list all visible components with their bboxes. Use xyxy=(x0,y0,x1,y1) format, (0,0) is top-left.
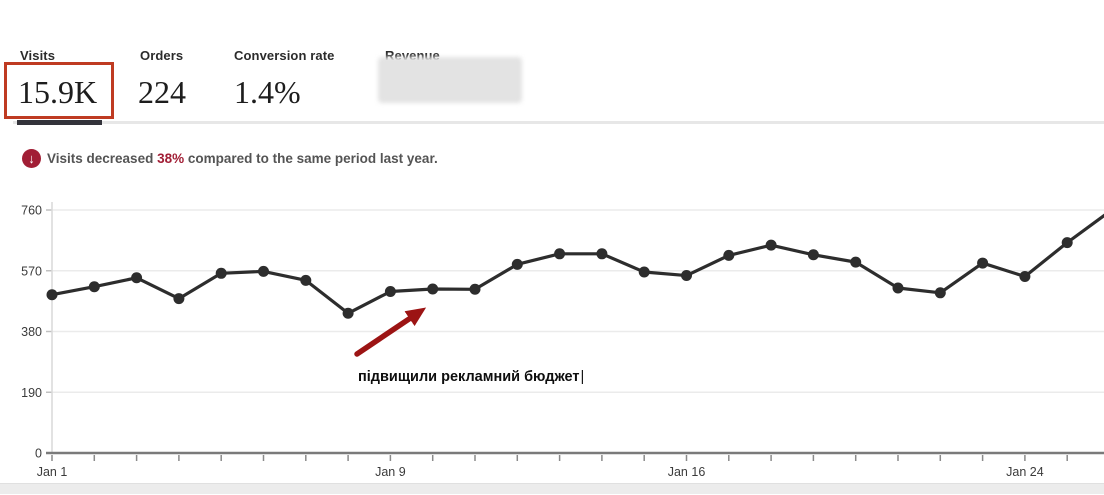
y-tick-label: 190 xyxy=(21,386,42,400)
data-point[interactable] xyxy=(469,283,481,295)
text-cursor: | xyxy=(581,369,585,385)
data-point[interactable] xyxy=(638,266,650,278)
data-point[interactable] xyxy=(342,307,354,319)
data-point[interactable] xyxy=(554,248,566,260)
data-point[interactable] xyxy=(596,248,608,260)
data-point[interactable] xyxy=(1019,271,1031,283)
annotation-arrow xyxy=(354,307,427,357)
x-tick-label: Jan 1 xyxy=(37,465,68,479)
y-tick-label: 380 xyxy=(21,325,42,339)
data-point[interactable] xyxy=(765,239,777,251)
tabbar-divider xyxy=(13,121,1104,124)
data-point[interactable] xyxy=(1061,237,1073,249)
data-point[interactable] xyxy=(88,281,100,293)
metric-label-visits: Visits xyxy=(20,48,56,63)
active-tab-underline xyxy=(17,120,102,125)
visits-line-chart: 0 190 380 570 760 Jan 1 Jan 9 Jan 16 Jan 24 підви… xyxy=(0,190,1104,490)
metric-label-conversion-rate: Conversion rate xyxy=(234,48,335,63)
data-point[interactable] xyxy=(892,282,904,294)
data-point[interactable] xyxy=(977,257,989,269)
x-tick-label: Jan 9 xyxy=(375,465,406,479)
annotation-text: підвищили рекламний бюджет| xyxy=(358,369,584,385)
visits-highlight-box xyxy=(4,62,114,119)
metric-label-orders: Orders xyxy=(140,48,184,63)
x-tick-label: Jan 16 xyxy=(668,465,706,479)
notice-text: Visits decreased 38% compared to the sam… xyxy=(47,151,438,166)
data-point[interactable] xyxy=(173,293,185,305)
data-point[interactable] xyxy=(46,289,58,301)
data-point[interactable] xyxy=(934,287,946,299)
notice-prefix: Visits decreased xyxy=(47,151,158,166)
data-point[interactable] xyxy=(258,265,269,277)
metric-tab-visits[interactable]: Visits 15.9K xyxy=(18,48,98,110)
data-point[interactable] xyxy=(300,274,312,286)
y-tick-label: 0 xyxy=(35,447,42,461)
metric-tab-orders[interactable]: Orders 224 xyxy=(138,48,186,110)
data-point[interactable] xyxy=(384,286,396,298)
metric-value-revenue-redacted xyxy=(378,57,522,103)
metric-tab-conversion-rate[interactable]: Conversion rate 1.4% xyxy=(234,48,334,110)
data-point[interactable] xyxy=(215,267,227,279)
chart-canvas: 0 190 380 570 760 Jan 1 Jan 9 Jan 16 Jan 24 підви… xyxy=(21,202,1104,479)
data-point[interactable] xyxy=(723,249,735,261)
notice-suffix: compared to the same period last year. xyxy=(184,151,438,166)
notice-visits-decreased: ↓ Visits decreased 38% compared to the s… xyxy=(22,149,438,168)
notice-percentage: 38% xyxy=(157,151,185,166)
bottom-scroll-strip xyxy=(0,483,1104,494)
arrow-down-circle-icon: ↓ xyxy=(22,149,41,168)
data-point[interactable] xyxy=(131,272,143,284)
metric-value-orders: 224 xyxy=(138,74,186,110)
data-point[interactable] xyxy=(427,283,439,295)
series-line xyxy=(50,213,1104,315)
metric-value-conversion-rate: 1.4% xyxy=(234,74,301,110)
data-point[interactable] xyxy=(681,270,692,282)
y-tick-label: 760 xyxy=(21,204,42,218)
metric-tab-revenue[interactable]: Revenue xyxy=(378,48,522,103)
y-tick-label: 570 xyxy=(21,264,42,278)
data-point[interactable] xyxy=(511,258,523,270)
data-point[interactable] xyxy=(850,256,862,268)
x-tick-label: Jan 24 xyxy=(1006,465,1044,479)
data-point[interactable] xyxy=(807,249,819,261)
metric-value-visits: 15.9K xyxy=(18,74,98,110)
